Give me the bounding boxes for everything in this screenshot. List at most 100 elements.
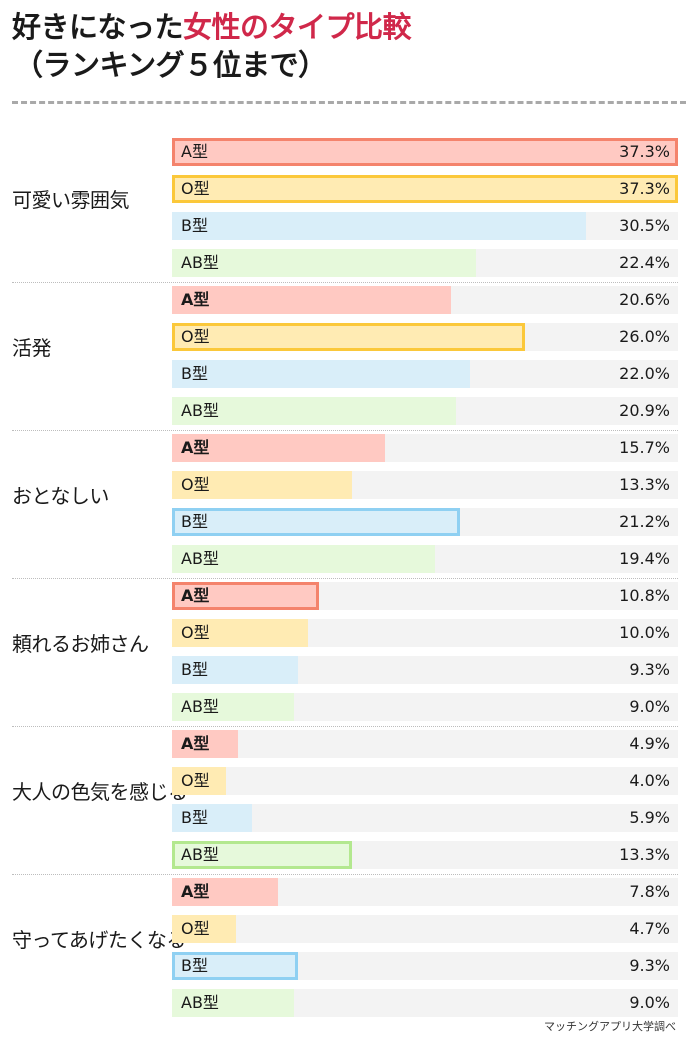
percent-value: 9.3% [629, 956, 670, 975]
percent-value: 9.3% [629, 660, 670, 679]
percent-value: 21.2% [619, 512, 670, 531]
bar-row: O型 26.0% [172, 323, 678, 351]
bar-fill [172, 656, 298, 684]
category-label: 可愛い雰囲気 [12, 188, 130, 212]
blood-type-label: O型 [181, 179, 210, 198]
source-note: マッチングアプリ大学調べ [544, 1020, 676, 1033]
blood-type-label: O型 [181, 919, 210, 938]
category-label: 守ってあげたくなる [12, 928, 186, 952]
percent-value: 9.0% [629, 697, 670, 716]
bar-row: AB型 22.4% [172, 249, 678, 277]
bar-fill [172, 915, 236, 943]
bar-row: O型 13.3% [172, 471, 678, 499]
percent-value: 30.5% [619, 216, 670, 235]
bar-fill [172, 397, 456, 425]
percent-value: 7.8% [629, 882, 670, 901]
percent-value: 20.6% [619, 290, 670, 309]
blood-type-label: AB型 [181, 845, 219, 864]
bar-row: B型 21.2% [172, 508, 678, 536]
bar-fill [172, 952, 298, 980]
bar-fill [172, 582, 319, 610]
blood-type-label: A型 [181, 586, 210, 605]
blood-type-label: A型 [181, 734, 210, 753]
title-divider [12, 101, 686, 104]
blood-type-label: AB型 [181, 549, 219, 568]
category-label: 活発 [12, 336, 52, 360]
percent-value: 4.7% [629, 919, 670, 938]
blood-type-label: O型 [181, 623, 210, 642]
group-separator [12, 578, 678, 579]
bar-fill [172, 508, 460, 536]
bar-fill [172, 878, 278, 906]
blood-type-label: B型 [181, 364, 208, 383]
group-separator [12, 726, 678, 727]
bar-fill [172, 471, 352, 499]
bar-fill [172, 249, 476, 277]
blood-type-label: A型 [181, 142, 208, 161]
bar-fill [172, 360, 470, 388]
bar-row: O型 4.7% [172, 915, 678, 943]
bar-row: AB型 9.0% [172, 693, 678, 721]
blood-type-label: A型 [181, 882, 210, 901]
bar-row: O型 10.0% [172, 619, 678, 647]
percent-value: 13.3% [619, 475, 670, 494]
title-part1: 好きになった [12, 10, 184, 44]
bar-row: A型 10.8% [172, 582, 678, 610]
bar-row: A型 20.6% [172, 286, 678, 314]
blood-type-label: A型 [181, 438, 210, 457]
bar-fill [172, 138, 678, 166]
bar-fill [172, 212, 586, 240]
bar-fill [172, 323, 525, 351]
percent-value: 37.3% [619, 142, 670, 161]
percent-value: 9.0% [629, 993, 670, 1012]
blood-type-label: B型 [181, 660, 208, 679]
bar-row: AB型 9.0% [172, 989, 678, 1017]
bar-row: A型 7.8% [172, 878, 678, 906]
bar-fill [172, 286, 451, 314]
bar-fill [172, 767, 226, 795]
bar-row: AB型 19.4% [172, 545, 678, 573]
bar-row: AB型 20.9% [172, 397, 678, 425]
percent-value: 26.0% [619, 327, 670, 346]
group-separator [12, 874, 678, 875]
percent-value: 13.3% [619, 845, 670, 864]
category-label: 頼れるお姉さん [12, 632, 149, 656]
percent-value: 22.0% [619, 364, 670, 383]
bar-row: AB型 13.3% [172, 841, 678, 869]
percent-value: 4.0% [629, 771, 670, 790]
blood-type-label: B型 [181, 808, 208, 827]
bar-fill [172, 693, 294, 721]
blood-type-label: AB型 [181, 401, 219, 420]
bar-row: B型 9.3% [172, 656, 678, 684]
blood-type-label: B型 [181, 956, 208, 975]
bar-row: O型 37.3% [172, 175, 678, 203]
blood-type-label: O型 [181, 327, 210, 346]
blood-type-label: AB型 [181, 697, 219, 716]
blood-type-label: B型 [181, 512, 208, 531]
bar-fill [172, 619, 308, 647]
blood-type-label: O型 [181, 475, 210, 494]
bar-fill [172, 545, 435, 573]
group-separator [12, 282, 678, 283]
bar-row: O型 4.0% [172, 767, 678, 795]
percent-value: 5.9% [629, 808, 670, 827]
group-separator [12, 430, 678, 431]
bar-row: A型 15.7% [172, 434, 678, 462]
bar-row: B型 9.3% [172, 952, 678, 980]
chart-title: 好きになった女性のタイプ比較 （ランキング５位まで） [12, 8, 412, 84]
blood-type-label: AB型 [181, 993, 219, 1012]
bar-row: B型 22.0% [172, 360, 678, 388]
bar-row: A型 4.9% [172, 730, 678, 758]
percent-value: 4.9% [629, 734, 670, 753]
percent-value: 19.4% [619, 549, 670, 568]
title-accent: 女性のタイプ比較 [183, 10, 412, 44]
blood-type-label: AB型 [181, 253, 219, 272]
blood-type-label: O型 [181, 771, 210, 790]
percent-value: 15.7% [619, 438, 670, 457]
bar-row: A型 37.3% [172, 138, 678, 166]
category-label: おとなしい [12, 484, 109, 508]
percent-value: 10.8% [619, 586, 670, 605]
bar-fill [172, 804, 252, 832]
bar-row: B型 30.5% [172, 212, 678, 240]
